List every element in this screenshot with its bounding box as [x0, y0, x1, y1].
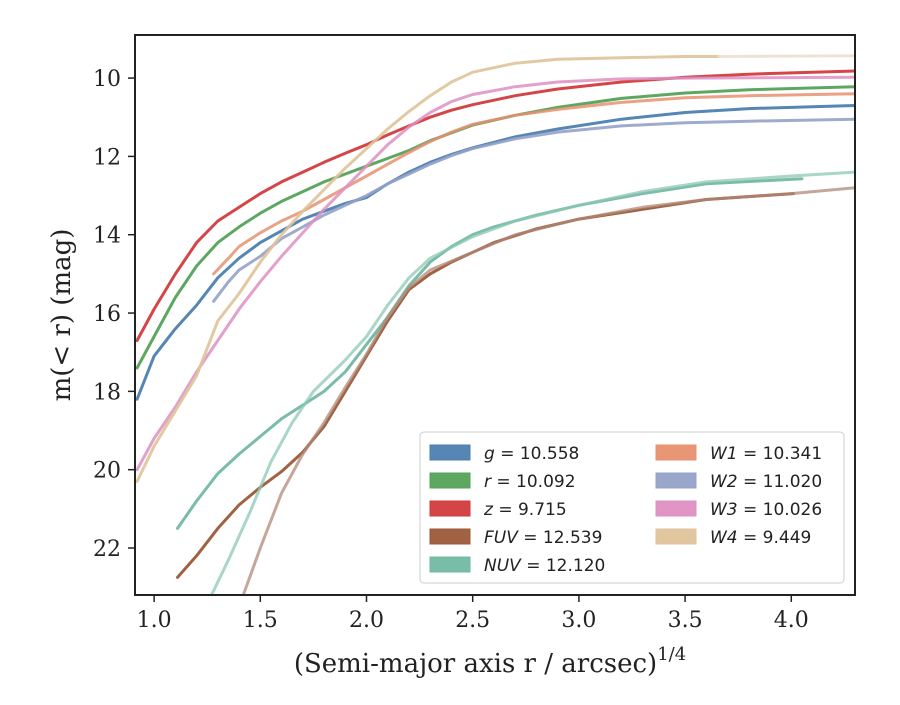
legend-value: = 10.558 [495, 444, 580, 464]
series-line-w4-9 [717, 54, 855, 58]
legend-var: W4 [710, 528, 738, 548]
legend-label-w4: W4 = 9.449 [710, 528, 811, 548]
x-tick-label: 2.5 [455, 608, 490, 633]
legend-var: g [484, 444, 495, 464]
y-tick-label: 18 [93, 380, 121, 405]
series-line-w3-7 [135, 75, 855, 472]
x-axis-title: (Semi-major axis r / arcsec)1/4 [294, 644, 686, 679]
series-line-nuv-10 [210, 170, 855, 595]
legend-box [419, 431, 845, 584]
legend-value: = 11.020 [738, 472, 823, 492]
legend-value: = 10.026 [738, 500, 823, 520]
legend-label-w1: W1 = 10.341 [710, 444, 822, 464]
legend-var: r [484, 472, 492, 492]
x-tick-label: 1.5 [243, 608, 278, 633]
y-tick-label: 20 [93, 459, 121, 484]
y-tick-label: 12 [93, 145, 121, 170]
legend-value: = 12.120 [521, 556, 606, 576]
legend-swatch-fuv [429, 528, 471, 545]
legend-var: W3 [710, 500, 738, 520]
x-tick-label: 4.0 [774, 608, 809, 633]
legend-swatch-w3 [655, 500, 697, 517]
series-line-fuv-11 [241, 186, 855, 595]
legend-label-z: z = 9.715 [483, 500, 567, 520]
series-line-w2-6 [212, 117, 855, 303]
legend-swatch-w4 [655, 528, 697, 545]
x-tick-label: 1.0 [137, 608, 172, 633]
legend-var: W2 [710, 472, 738, 492]
plot-frame [134, 34, 856, 596]
x-tick-label: 3.0 [561, 608, 596, 633]
legend-swatch-z [429, 500, 471, 517]
legend-value: = 10.092 [491, 472, 576, 492]
legend-swatch-r [429, 472, 471, 489]
legend-swatch-g [429, 444, 471, 461]
legend-label-fuv: FUV = 12.539 [484, 528, 602, 548]
x-tick-label: 2.0 [349, 608, 384, 633]
legend-label-g: g = 10.558 [484, 444, 579, 464]
x-axis-title-superscript: 1/4 [657, 644, 686, 665]
legend-label-w3: W3 = 10.026 [710, 500, 822, 520]
series-line-g-0 [135, 104, 855, 401]
legend-value: = 12.539 [518, 528, 603, 548]
legend-var: NUV [484, 556, 522, 576]
x-tick-label: 3.5 [668, 608, 703, 633]
legend-swatch-w1 [655, 444, 697, 461]
x-axis-title-text: (Semi-major axis r / arcsec) [294, 649, 657, 679]
series-line-w4-8 [135, 55, 721, 483]
series-line-z-2 [135, 69, 855, 342]
y-axis-title: m(< r) (mag) [47, 229, 77, 402]
y-axis-ticks: 10 12 14 16 18 20 22 [93, 67, 135, 562]
legend-label-nuv: NUV = 12.120 [484, 556, 605, 576]
legend-value: = 9.715 [493, 500, 567, 520]
x-axis-ticks: 1.0 1.5 2.0 2.5 3.0 3.5 4.0 [137, 595, 809, 633]
legend-value: = 9.449 [738, 528, 812, 548]
y-tick-label: 10 [93, 67, 121, 92]
y-tick-label: 14 [93, 224, 121, 249]
legend-var: W1 [710, 444, 738, 464]
legend-var: z [483, 500, 494, 520]
legend-swatch-w2 [655, 472, 697, 489]
legend-value: = 10.341 [738, 444, 823, 464]
legend-swatch-nuv [429, 556, 471, 573]
series-layer [135, 54, 855, 595]
series-line-w1-5 [212, 92, 855, 276]
legend-label-r: r = 10.092 [484, 472, 576, 492]
y-tick-label: 22 [93, 537, 121, 562]
y-tick-label: 16 [93, 302, 121, 327]
legend-var: FUV [484, 528, 519, 548]
legend-label-w2: W2 = 11.020 [710, 472, 822, 492]
